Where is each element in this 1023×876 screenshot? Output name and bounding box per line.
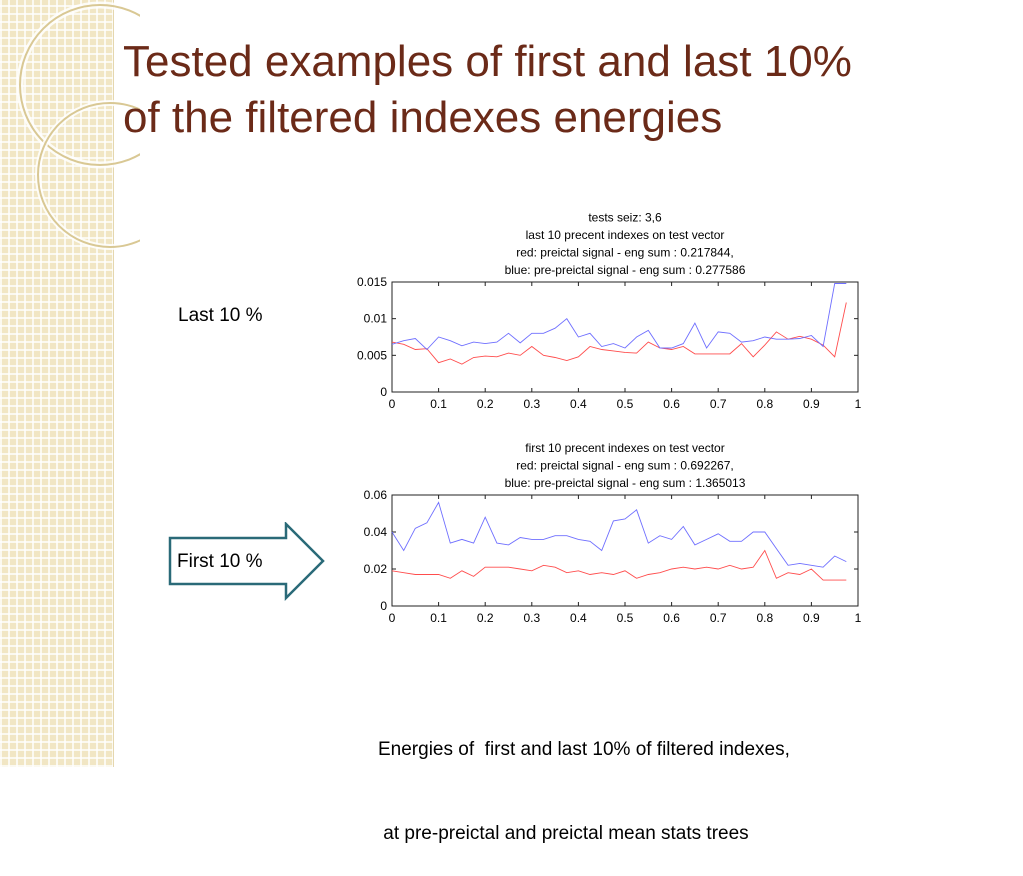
chart-title-line: red: preictal signal - eng sum : 0.69226… <box>516 459 733 473</box>
x-tick-label: 0 <box>389 611 396 625</box>
x-tick-label: 1 <box>855 397 862 411</box>
chart-title-line: last 10 precent indexes on test vector <box>526 228 725 242</box>
slide-caption: Energies of first and last 10% of filter… <box>378 680 790 876</box>
decorative-rings <box>16 1 140 250</box>
x-tick-label: 0.6 <box>663 611 680 625</box>
x-tick-label: 0.5 <box>617 397 634 411</box>
y-tick-label: 0.015 <box>357 275 387 289</box>
y-tick-label: 0.04 <box>364 525 388 539</box>
slide-title: Tested examples of first and last 10% of… <box>123 34 1018 146</box>
x-tick-label: 0.9 <box>803 611 820 625</box>
chart-title-line: blue: pre-preictal signal - eng sum : 1.… <box>505 476 746 490</box>
x-tick-label: 0.4 <box>570 397 587 411</box>
x-tick-label: 0.1 <box>430 611 447 625</box>
chart-first-10: first 10 precent indexes on test vector r… <box>364 441 862 625</box>
x-tick-label: 0.6 <box>663 397 680 411</box>
chart-title-line: first 10 precent indexes on test vector <box>525 441 724 455</box>
x-tick-label: 0.2 <box>477 611 494 625</box>
slide-title-line-1: Tested examples of first and last 10% <box>123 37 852 86</box>
x-tick-label: 0.1 <box>430 397 447 411</box>
plot-frame <box>391 494 859 607</box>
slide-title-line-2: of the filtered indexes energies <box>123 93 723 142</box>
chart-title-line: red: preictal signal - eng sum : 0.21784… <box>516 246 733 260</box>
x-tick-label: 0.2 <box>477 397 494 411</box>
chart-title-line: blue: pre-preictal signal - eng sum : 0.… <box>505 263 746 277</box>
series-line-red <box>391 302 847 365</box>
y-tick-label: 0.02 <box>364 562 388 576</box>
caption-line-2: at pre-preictal and preictal mean stats … <box>378 823 749 844</box>
x-tick-label: 0.8 <box>756 611 773 625</box>
x-tick-label: 0.3 <box>523 397 540 411</box>
x-tick-label: 0.4 <box>570 611 587 625</box>
y-tick-label: 0.01 <box>364 312 388 326</box>
y-tick-label: 0 <box>380 385 387 399</box>
y-tick-label: 0 <box>380 599 387 613</box>
chart-last-10: tests seiz: 3,6 last 10 precent indexes o… <box>357 211 862 412</box>
right-arrow-icon <box>168 522 325 602</box>
x-tick-label: 0.8 <box>756 397 773 411</box>
x-tick-label: 0.9 <box>803 397 820 411</box>
x-tick-label: 0.3 <box>523 611 540 625</box>
x-tick-label: 0 <box>389 397 396 411</box>
first-10-label: First 10 % <box>177 551 263 572</box>
series-line-blue <box>391 283 847 351</box>
chart-title-line: tests seiz: 3,6 <box>588 211 662 225</box>
y-tick-label: 0.005 <box>357 348 387 362</box>
caption-line-1: Energies of first and last 10% of filter… <box>378 739 790 760</box>
last-10-label: Last 10 % <box>178 305 263 326</box>
x-tick-label: 0.5 <box>617 611 634 625</box>
plot-frame <box>391 281 859 393</box>
x-tick-label: 1 <box>855 611 862 625</box>
x-tick-label: 0.7 <box>710 397 727 411</box>
series-line-blue <box>391 501 847 568</box>
y-tick-label: 0.06 <box>364 488 388 502</box>
x-tick-label: 0.7 <box>710 611 727 625</box>
series-line-red <box>391 549 847 581</box>
